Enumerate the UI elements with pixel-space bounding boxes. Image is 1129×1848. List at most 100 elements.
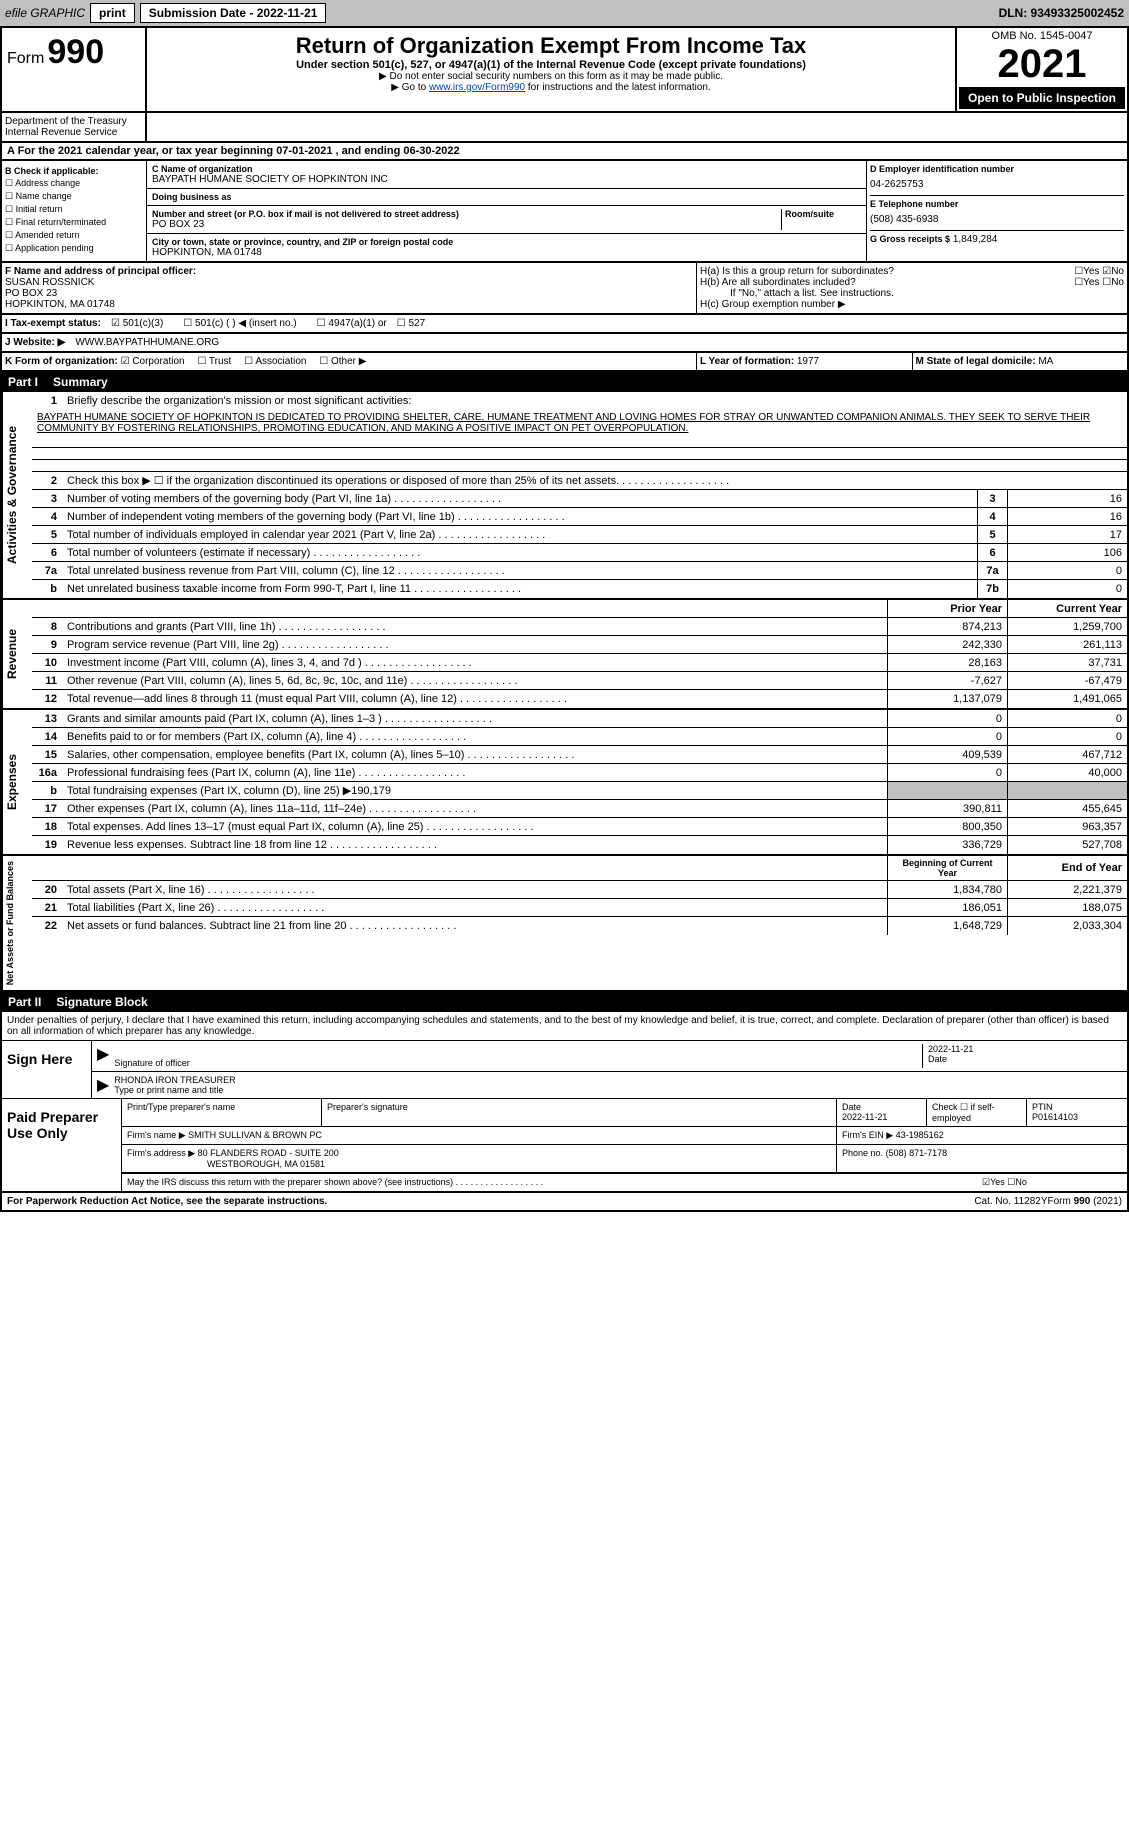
- section-b-label: B Check if applicable:: [5, 166, 143, 176]
- website-url[interactable]: WWW.BAYPATHHUMANE.ORG: [75, 337, 219, 348]
- table-row: 19Revenue less expenses. Subtract line 1…: [32, 836, 1127, 854]
- firm-addr-label: Firm's address ▶: [127, 1148, 195, 1158]
- org-assoc[interactable]: ☐ Association: [244, 356, 306, 367]
- begin-year-header: Beginning of Current Year: [887, 856, 1007, 880]
- checkbox-amended[interactable]: ☐ Amended return: [5, 230, 143, 241]
- footer: For Paperwork Reduction Act Notice, see …: [0, 1193, 1129, 1212]
- sig-declaration: Under penalties of perjury, I declare th…: [2, 1012, 1127, 1041]
- hb-label: H(b) Are all subordinates included?: [700, 277, 856, 288]
- section-k: K Form of organization: ☑ Corporation ☐ …: [2, 353, 697, 370]
- efile-label: efile GRAPHIC: [5, 6, 85, 20]
- side-revenue: Revenue: [2, 600, 32, 708]
- top-bar: efile GRAPHIC print Submission Date - 20…: [0, 0, 1129, 26]
- dept-row: Department of the Treasury Internal Reve…: [0, 113, 1129, 143]
- ptin-value: P01614103: [1032, 1112, 1122, 1122]
- discuss-yesno[interactable]: ☑Yes ☐No: [977, 1174, 1127, 1191]
- side-governance: Activities & Governance: [2, 392, 32, 598]
- ein-value: 04-2625753: [870, 174, 1124, 195]
- dba-label: Doing business as: [152, 192, 861, 202]
- part1-title: Summary: [53, 375, 108, 389]
- checkbox-final[interactable]: ☐ Final return/terminated: [5, 217, 143, 228]
- part2-title: Signature Block: [56, 995, 147, 1009]
- addr-value: PO BOX 23: [152, 219, 781, 230]
- footer-notice: For Paperwork Reduction Act Notice, see …: [7, 1196, 774, 1207]
- expense-table: Expenses 13Grants and similar amounts pa…: [0, 710, 1129, 856]
- table-row: 20Total assets (Part X, line 16)1,834,78…: [32, 881, 1127, 899]
- checkbox-pending[interactable]: ☐ Application pending: [5, 243, 143, 254]
- ptin-label: PTIN: [1032, 1102, 1122, 1112]
- officer-addr2: HOPKINTON, MA 01748: [5, 299, 693, 310]
- ha-label: H(a) Is this a group return for subordin…: [700, 266, 894, 277]
- form-number-cell: Form 990: [2, 28, 147, 111]
- status-501c[interactable]: ☐ 501(c) ( ) ◀ (insert no.): [183, 318, 296, 329]
- sig-arrow-icon: ▶: [97, 1044, 109, 1068]
- info-grid: B Check if applicable: ☐ Address change …: [0, 161, 1129, 263]
- status-527[interactable]: ☐ 527: [397, 318, 425, 329]
- irs-link[interactable]: www.irs.gov/Form990: [429, 82, 525, 93]
- revenue-table: Revenue Prior Year Current Year 8Contrib…: [0, 600, 1129, 710]
- form-org-label: K Form of organization:: [5, 356, 118, 367]
- preparer-label: Paid Preparer Use Only: [2, 1099, 122, 1191]
- officer-name: SUSAN ROSSNICK: [5, 277, 693, 288]
- table-row: 10Investment income (Part VIII, column (…: [32, 654, 1127, 672]
- print-button[interactable]: print: [90, 3, 135, 23]
- org-trust[interactable]: ☐ Trust: [197, 356, 231, 367]
- table-row: 15Salaries, other compensation, employee…: [32, 746, 1127, 764]
- note-link: ▶ Go to www.irs.gov/Form990 for instruct…: [152, 82, 950, 93]
- org-name-label: C Name of organization: [152, 164, 861, 174]
- section-b: B Check if applicable: ☐ Address change …: [2, 161, 147, 261]
- table-row: 3Number of voting members of the governi…: [32, 490, 1127, 508]
- year-formation: L Year of formation: 1977: [697, 353, 913, 370]
- table-row: 14Benefits paid to or for members (Part …: [32, 728, 1127, 746]
- org-name: BAYPATH HUMANE SOCIETY OF HOPKINTON INC: [152, 174, 861, 185]
- current-year-header: Current Year: [1007, 600, 1127, 617]
- sig-date-value: 2022-11-21: [928, 1044, 1122, 1054]
- instruction-cell: [147, 113, 1127, 141]
- mission-label: Briefly describe the organization's miss…: [62, 393, 1127, 409]
- form-990-number: 990: [47, 33, 104, 71]
- status-501c3[interactable]: ☑ 501(c)(3): [111, 318, 163, 329]
- main-title: Return of Organization Exempt From Incom…: [152, 33, 950, 59]
- table-row: 21Total liabilities (Part X, line 26)186…: [32, 899, 1127, 917]
- firm-ein-label: Firm's EIN ▶: [842, 1130, 893, 1140]
- phone-label: E Telephone number: [870, 199, 1124, 209]
- prep-check-label: Check ☐ if self-employed: [927, 1099, 1027, 1126]
- checkbox-address[interactable]: ☐ Address change: [5, 178, 143, 189]
- receipts-value: 1,849,284: [953, 234, 998, 245]
- state-domicile: M State of legal domicile: MA: [913, 353, 1128, 370]
- org-other[interactable]: ☐ Other ▶: [319, 356, 366, 367]
- part2-header: Part II Signature Block: [0, 992, 1129, 1012]
- hc-label: H(c) Group exemption number ▶: [700, 299, 1124, 310]
- room-label: Room/suite: [785, 209, 861, 219]
- section-d: D Employer identification number 04-2625…: [867, 161, 1127, 261]
- checkbox-name[interactable]: ☐ Name change: [5, 191, 143, 202]
- submission-date-button[interactable]: Submission Date - 2022-11-21: [140, 3, 327, 23]
- footer-catno: Cat. No. 11282Y: [974, 1196, 1047, 1207]
- table-row: 9Program service revenue (Part VIII, lin…: [32, 636, 1127, 654]
- status-4947[interactable]: ☐ 4947(a)(1) or: [317, 318, 387, 329]
- table-row: 11Other revenue (Part VIII, column (A), …: [32, 672, 1127, 690]
- firm-name-value: SMITH SULLIVAN & BROWN PC: [188, 1130, 322, 1140]
- part1-header: Part I Summary: [0, 372, 1129, 392]
- tax-year: 2021: [959, 42, 1125, 87]
- receipts-label: G Gross receipts $: [870, 234, 950, 244]
- table-row: 22Net assets or fund balances. Subtract …: [32, 917, 1127, 935]
- title-cell: Return of Organization Exempt From Incom…: [147, 28, 957, 111]
- ein-label: D Employer identification number: [870, 164, 1124, 174]
- table-row: 16aProfessional fundraising fees (Part I…: [32, 764, 1127, 782]
- discuss-label: May the IRS discuss this return with the…: [127, 1177, 453, 1187]
- firm-ein-value: 43-1985162: [896, 1130, 944, 1140]
- open-public-badge: Open to Public Inspection: [959, 87, 1125, 109]
- firm-addr2: WESTBOROUGH, MA 01581: [127, 1159, 831, 1169]
- prior-year-header: Prior Year: [887, 600, 1007, 617]
- org-corp[interactable]: ☑ Corporation: [121, 356, 185, 367]
- footer-form: Form 990 (2021): [1048, 1196, 1122, 1207]
- table-row: 5Total number of individuals employed in…: [32, 526, 1127, 544]
- table-row: 4Number of independent voting members of…: [32, 508, 1127, 526]
- checkbox-initial[interactable]: ☐ Initial return: [5, 204, 143, 215]
- omb-number: OMB No. 1545-0047: [959, 30, 1125, 42]
- signature-section: Under penalties of perjury, I declare th…: [0, 1012, 1129, 1193]
- section-f: F Name and address of principal officer:…: [2, 263, 697, 313]
- dept-label: Department of the Treasury Internal Reve…: [2, 113, 147, 141]
- form-label: Form: [7, 50, 44, 67]
